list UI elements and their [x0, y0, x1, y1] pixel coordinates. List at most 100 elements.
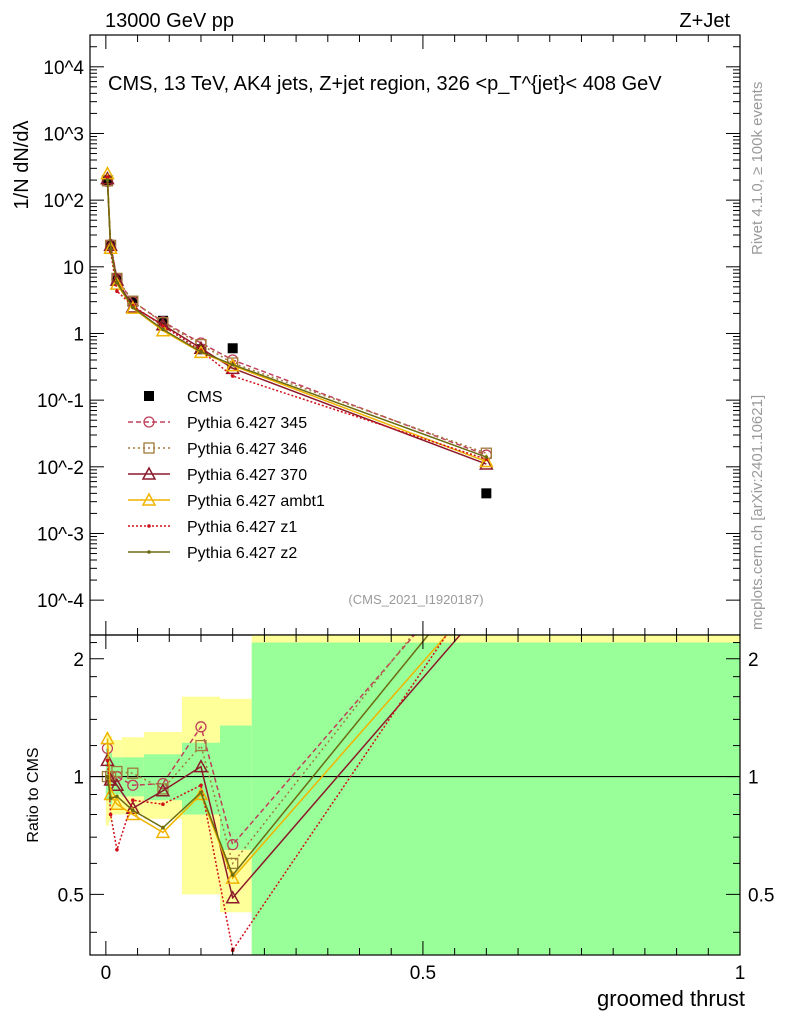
- ratio-y-tick-label: 2: [73, 650, 84, 671]
- data-point: [125, 806, 141, 821]
- ratio-band-inner: [112, 757, 122, 795]
- data-point: [141, 466, 157, 480]
- data-point: [479, 453, 494, 468]
- data-point: [143, 416, 155, 428]
- data-point: [127, 767, 139, 779]
- data-point: [141, 492, 157, 506]
- y-tick-label: 10^-2: [37, 458, 84, 479]
- y-tick-label: 10^4: [43, 58, 84, 79]
- legend-entry: Pythia 6.427 370: [187, 467, 307, 484]
- data-point: [195, 739, 207, 752]
- data-point: [108, 796, 113, 801]
- ratio-band-inner: [181, 742, 220, 815]
- data-point: [199, 350, 203, 354]
- ratio-y-tick-label: 0.5: [58, 885, 84, 906]
- header-left: 13000 GeV pp: [105, 10, 234, 32]
- legend-entry: Pythia 6.427 ambt1: [187, 493, 325, 510]
- series-line: [106, 180, 487, 458]
- data-point: [105, 178, 110, 182]
- legend-entry: Pythia 6.427 345: [187, 415, 307, 432]
- ratio-band-inner: [220, 725, 252, 850]
- data-point: [115, 794, 119, 799]
- x-tick-label: 1: [735, 963, 746, 984]
- data-point: [115, 280, 119, 285]
- data-point: [199, 790, 203, 795]
- data-point: [199, 783, 203, 788]
- data-point: [230, 873, 235, 877]
- data-point: [109, 796, 125, 810]
- data-point: [100, 731, 115, 745]
- y-tick-label: 1: [73, 324, 84, 345]
- data-point: [481, 488, 492, 499]
- data-point: [131, 305, 135, 310]
- x-tick-label: 0.5: [410, 963, 436, 984]
- data-point: [225, 890, 240, 904]
- data-point: [193, 759, 209, 773]
- data-point: [143, 442, 155, 454]
- data-point: [157, 315, 168, 326]
- legend-entry: CMS: [187, 389, 223, 406]
- analysis-watermark: (CMS_2021_I1920187): [348, 592, 483, 607]
- y-tick-label: 10^2: [43, 191, 84, 212]
- data-point: [161, 825, 165, 830]
- x-tick-label: 0: [101, 963, 112, 984]
- data-point: [115, 847, 119, 852]
- ratio-y-tick-label: 1: [73, 768, 84, 789]
- ratio-line: [106, 635, 416, 847]
- data-point: [225, 870, 240, 884]
- ratio-line: [107, 635, 414, 866]
- header-right: Z+Jet: [679, 10, 730, 32]
- data-point: [105, 175, 110, 180]
- data-point: [111, 765, 123, 778]
- data-point: [147, 550, 151, 554]
- ratio-y-tick-label: 0.5: [748, 885, 774, 906]
- ratio-y-tick-label: 1: [748, 768, 759, 789]
- main-y-label: 1/N dN/dλ: [11, 121, 33, 210]
- legend: CMS Pythia 6.427 345 Pythia 6.427 346 Pythi…: [128, 389, 325, 562]
- ratio-y-tick-label: 2: [748, 650, 759, 671]
- data-point: [230, 362, 235, 367]
- ratio-series: [100, 635, 462, 953]
- ratio-frame: [89, 634, 741, 956]
- data-point: [131, 798, 135, 803]
- y-tick-label: 10^-4: [37, 591, 84, 612]
- legend-entry: Pythia 6.427 z1: [187, 519, 297, 536]
- legend-entry: Pythia 6.427 z2: [187, 545, 297, 562]
- x-axis-label: groomed thrust: [597, 986, 745, 1011]
- main-x-axis: [105, 35, 741, 635]
- legend-entry: Pythia 6.427 346: [187, 441, 307, 458]
- data-point: [144, 391, 154, 401]
- data-point: [195, 721, 207, 733]
- data-point: [147, 524, 151, 528]
- data-point: [161, 324, 165, 328]
- rivet-label: Rivet 4.1.0, ≥ 100k events: [749, 82, 766, 255]
- main-panel: 10^-4 10^-3 10^-2 10^-1 1 10 10^2 10^3 10^4 CMS,…: [37, 34, 741, 636]
- ratio-uncertainty-bands: [105, 635, 740, 955]
- data-point: [227, 343, 238, 354]
- ratio-x-axis: 0 0.5 1: [101, 635, 746, 984]
- main-series: [100, 166, 494, 499]
- ratio-band-inner: [251, 642, 740, 955]
- y-tick-label: 10^-3: [37, 524, 84, 545]
- data-point: [105, 758, 110, 763]
- ratio-line: [106, 635, 448, 880]
- data-point: [161, 802, 165, 806]
- data-point: [161, 327, 165, 332]
- ratio-y-label: Ratio to CMS: [25, 747, 42, 842]
- ratio-band-inner: [105, 748, 110, 801]
- data-point: [127, 779, 139, 791]
- y-tick-label: 10^-1: [37, 391, 84, 412]
- data-point: [479, 456, 494, 470]
- data-point: [484, 455, 489, 459]
- data-point: [155, 824, 171, 839]
- y-tick-label: 10^3: [43, 124, 84, 145]
- data-point: [131, 808, 135, 813]
- ratio-y-axis: 0.5 0.5 1 1 2 2: [58, 642, 774, 933]
- data-point: [105, 774, 110, 779]
- data-point: [230, 374, 235, 378]
- ratio-line: [106, 635, 462, 900]
- data-point: [108, 247, 113, 251]
- mcplots-label: mcplots.cern.ch [arXiv:2401.10621]: [749, 395, 766, 630]
- data-point: [109, 777, 125, 792]
